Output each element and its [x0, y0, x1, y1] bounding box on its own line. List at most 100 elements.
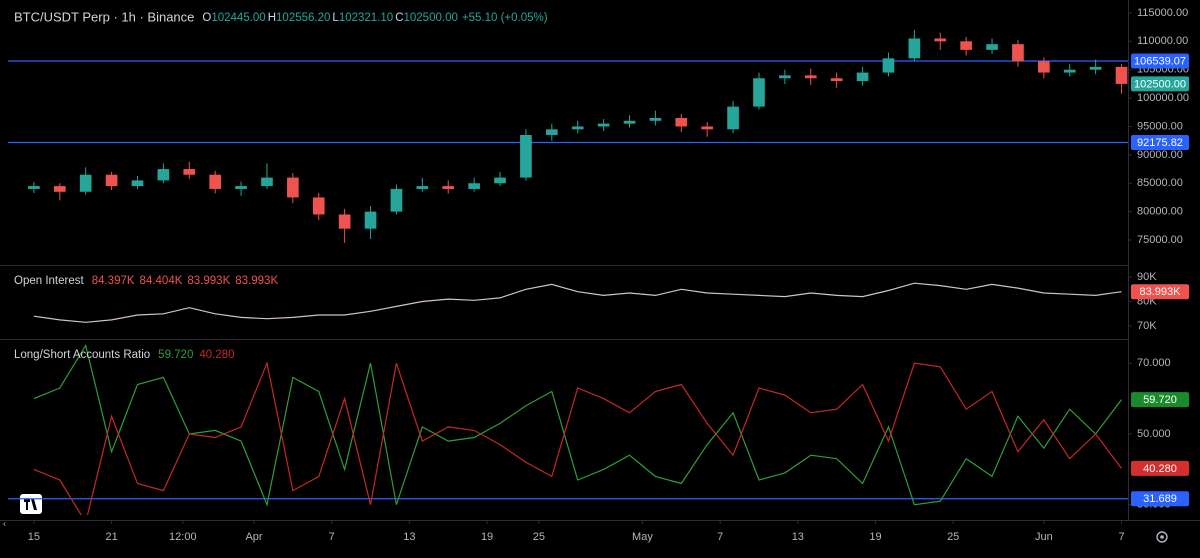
axis-tag: 83.993K	[1131, 284, 1189, 300]
candle-body	[727, 106, 739, 130]
candle-body	[157, 169, 170, 181]
axis-tag-label: 31.689	[1143, 493, 1177, 505]
legend-value: 102445.00	[211, 12, 265, 24]
axis-tag: 102500.00	[1131, 76, 1189, 92]
x-tick-label: 19	[481, 531, 493, 543]
candle-body	[1012, 44, 1024, 62]
x-tick-label: 21	[105, 531, 117, 543]
axis-tag: 31.689	[1131, 491, 1189, 507]
axis-tag: 59.720	[1131, 392, 1189, 408]
legend-key: C	[395, 12, 403, 24]
candle-body	[494, 177, 506, 184]
candle-body	[779, 75, 791, 79]
candle-body	[545, 129, 558, 135]
legend-key: O	[202, 12, 211, 24]
candle-body	[28, 186, 40, 189]
y-tick-label: 100000.00	[1137, 92, 1189, 104]
candle-body	[468, 183, 480, 189]
legend-value: 84.404K	[140, 275, 183, 287]
candle-body	[753, 78, 765, 107]
axis-tag-box	[1131, 53, 1189, 69]
axis-tag-label: 59.720	[1143, 394, 1177, 406]
candle-body	[675, 117, 688, 127]
pane	[33, 282, 1122, 323]
x-tick-label: 25	[947, 531, 959, 543]
series-line	[33, 343, 1122, 507]
axis-tag-label: 40.280	[1143, 463, 1177, 475]
candle-body	[701, 126, 714, 130]
axis-tag-box	[1131, 284, 1189, 300]
x-tick-label: May	[632, 531, 653, 543]
y-tick-label: 70.000	[1137, 357, 1171, 369]
x-tick-label: Jun	[1035, 531, 1053, 543]
x-tick-label: 19	[869, 531, 881, 543]
scroll-icon[interactable]: ‹	[3, 518, 6, 528]
pane	[8, 343, 1128, 515]
candle-body	[986, 44, 998, 50]
x-tick-label: 13	[792, 531, 804, 543]
axis-tag-box	[1131, 76, 1189, 92]
candle-body	[1089, 66, 1102, 70]
candle-body	[364, 211, 377, 229]
candle-body	[856, 72, 869, 82]
pane-title: Long/Short Accounts Ratio	[14, 349, 150, 361]
axis-tag: 40.280	[1131, 460, 1189, 476]
candle-body	[183, 169, 196, 175]
x-tick-label: 7	[717, 531, 723, 543]
y-tick-label: 90000.00	[1137, 149, 1183, 161]
series-line	[33, 361, 1122, 515]
candle-body	[960, 41, 972, 50]
candle-body	[209, 174, 221, 189]
legend-change: +55.10 (+0.05%)	[462, 12, 548, 24]
candle-body	[261, 177, 273, 187]
candle-body	[131, 180, 144, 187]
candle-body	[830, 78, 843, 82]
y-tick-label: 50.000	[1137, 428, 1171, 440]
candle-body	[597, 123, 610, 127]
settings-icon[interactable]	[1156, 531, 1168, 543]
logo	[20, 494, 42, 514]
y-tick-label: 90K	[1137, 271, 1157, 283]
series-line	[33, 282, 1122, 323]
candle-body	[312, 197, 325, 215]
candle-body	[1115, 66, 1128, 84]
axis-tag-box	[1131, 392, 1189, 408]
legend-value: 84.397K	[92, 275, 135, 287]
candle-body	[416, 186, 429, 189]
legend-key: L	[332, 12, 339, 24]
axis-tag-box	[1131, 135, 1189, 151]
candle-body	[1038, 61, 1050, 73]
legend-value: 83.993K	[235, 275, 278, 287]
candle-body	[882, 58, 895, 73]
candle-body	[442, 186, 455, 189]
candle-body	[390, 188, 403, 212]
candle-body	[1063, 69, 1076, 73]
candle-body	[53, 186, 66, 192]
candle-body	[649, 117, 662, 121]
legend-value: 83.993K	[187, 275, 230, 287]
axis-tag-label: 106539.07	[1134, 55, 1186, 67]
pane	[8, 29, 1128, 243]
y-tick-label: 110000.00	[1137, 35, 1188, 47]
y-tick-label: 115000.00	[1137, 7, 1188, 19]
x-tick-label: Apr	[245, 531, 262, 543]
pane-title: Open Interest	[14, 275, 84, 287]
legend-value: 102321.10	[339, 12, 393, 24]
candle-body	[105, 174, 118, 187]
x-tick-label: 7	[329, 531, 335, 543]
axis-tag-box	[1131, 460, 1189, 476]
legend-value: 59.720	[158, 349, 193, 361]
legend-value: 40.280	[199, 349, 234, 361]
axis-tag-box	[1131, 491, 1189, 507]
y-tick-label: 85000.00	[1137, 177, 1183, 189]
axis-tag-label: 83.993K	[1140, 286, 1182, 298]
candle-body	[338, 214, 351, 229]
candle-body	[571, 126, 584, 130]
y-tick-label: 95000.00	[1137, 120, 1183, 132]
y-tick-label: 70K	[1137, 320, 1157, 332]
x-tick-label: 15	[28, 531, 40, 543]
candle-body	[520, 135, 532, 178]
